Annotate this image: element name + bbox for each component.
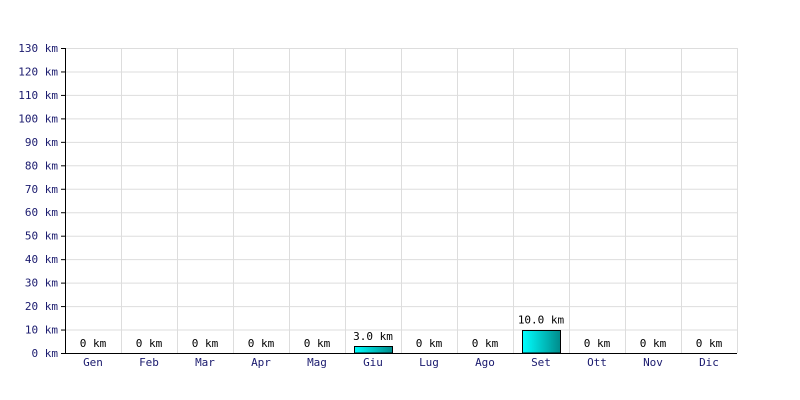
bar-set	[522, 330, 561, 354]
y-tick-label: 120 km	[18, 65, 58, 78]
data-label-apr: 0 km	[248, 337, 275, 350]
y-axis-labels: 0 km 10 km 20 km 30 km 40 km 50 km 60 km 70 km 8…	[18, 42, 58, 360]
y-tick-label: 90 km	[25, 136, 58, 149]
y-tick-label: 60 km	[25, 206, 58, 219]
x-tick-label-gen: Gen	[83, 356, 103, 369]
y-tick-label: 80 km	[25, 159, 58, 172]
x-axis-labels: Gen Feb Mar Apr Mag Giu Lug Ago Set Ott Nov Dic	[83, 356, 719, 369]
data-label-giu: 3.0 km	[353, 330, 393, 343]
x-tick-label-mar: Mar	[195, 356, 215, 369]
y-tick-label: 70 km	[25, 183, 58, 196]
y-tick-label: 40 km	[25, 253, 58, 266]
y-tick-label: 0 km	[32, 347, 59, 360]
data-label-mar: 0 km	[192, 337, 219, 350]
x-tick-label-giu: Giu	[363, 356, 383, 369]
y-tick-label: 100 km	[18, 112, 58, 125]
data-label-dic: 0 km	[696, 337, 723, 350]
y-tick-label: 20 km	[25, 300, 58, 313]
data-label-ago: 0 km	[472, 337, 499, 350]
x-tick-label-ago: Ago	[475, 356, 495, 369]
data-label-nov: 0 km	[640, 337, 667, 350]
data-label-set: 10.0 km	[518, 314, 565, 327]
x-tick-label-feb: Feb	[139, 356, 159, 369]
grid	[65, 48, 738, 354]
data-label-gen: 0 km	[80, 337, 107, 350]
x-tick-label-apr: Apr	[251, 356, 271, 369]
data-labels: 0 km 0 km 0 km 0 km 0 km 3.0 km 0 km 0 km 10.0 k…	[80, 314, 723, 350]
y-tick-label: 10 km	[25, 324, 58, 337]
y-tick-label: 110 km	[18, 89, 58, 102]
x-tick-label-ott: Ott	[587, 356, 607, 369]
x-tick-label-lug: Lug	[419, 356, 439, 369]
x-tick-label-dic: Dic	[699, 356, 719, 369]
data-label-feb: 0 km	[136, 337, 163, 350]
bar-giu	[354, 346, 393, 354]
x-tick-label-nov: Nov	[643, 356, 663, 369]
x-tick-label-set: Set	[531, 356, 551, 369]
x-tick-label-mag: Mag	[307, 356, 327, 369]
y-tick-label: 130 km	[18, 42, 58, 55]
data-label-ott: 0 km	[584, 337, 611, 350]
data-label-lug: 0 km	[416, 337, 443, 350]
data-label-mag: 0 km	[304, 337, 331, 350]
y-tick-label: 50 km	[25, 230, 58, 243]
axes	[61, 48, 737, 354]
y-tick-label: 30 km	[25, 277, 58, 290]
